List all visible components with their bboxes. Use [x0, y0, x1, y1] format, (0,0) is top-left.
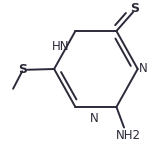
- Text: N: N: [90, 112, 99, 125]
- Text: NH2: NH2: [116, 129, 141, 142]
- Text: S: S: [130, 3, 139, 16]
- Text: HN: HN: [52, 40, 70, 53]
- Text: S: S: [18, 63, 27, 76]
- Text: N: N: [138, 62, 147, 76]
